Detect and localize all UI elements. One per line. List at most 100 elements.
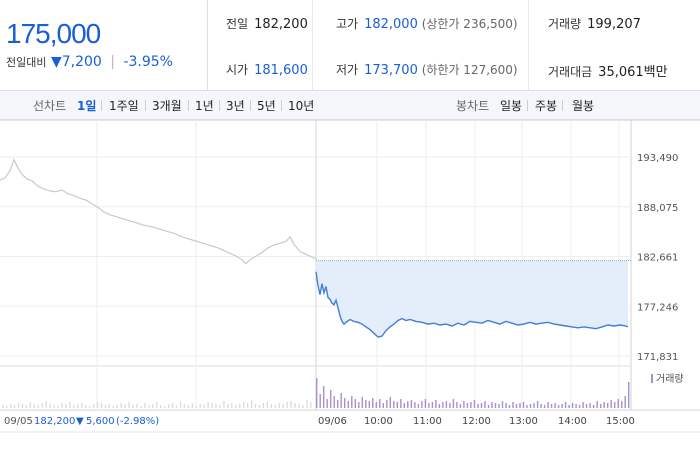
volume-bar <box>164 406 166 408</box>
volume-bar <box>596 401 598 408</box>
volume-bar <box>29 402 32 408</box>
price-change: 전일대비 ▼7,200 | -3.95% <box>6 54 173 70</box>
volume-bar <box>333 396 335 408</box>
volume-bar <box>529 404 532 408</box>
volume-bar <box>505 403 507 408</box>
volume-bar <box>340 393 342 408</box>
upper-limit: (상한가 236,500) <box>421 17 518 31</box>
volume-bar <box>389 397 391 408</box>
period-tab-3y[interactable]: 3년 <box>226 99 245 113</box>
volume-bar <box>140 406 142 408</box>
volume-bar <box>104 405 107 408</box>
volume-bar <box>354 399 356 408</box>
stat-prev-close: 전일 182,200 <box>226 15 308 32</box>
volume-bar <box>21 404 24 408</box>
candle-tab-daily[interactable]: 일봉 <box>500 99 523 113</box>
volume-bar <box>156 402 158 408</box>
volume-bar <box>603 402 605 408</box>
period-tab-1d[interactable]: 1일 <box>77 99 97 113</box>
volume-bar <box>365 400 367 408</box>
volume-bar <box>421 401 423 408</box>
prev-date: 09/05 <box>4 416 33 427</box>
y-tick-label: 177,246 <box>637 302 678 313</box>
candle-tab-weekly[interactable]: 주봉 <box>535 99 558 113</box>
volume-bar <box>41 403 43 408</box>
volume-bar <box>438 404 441 408</box>
volume-bar <box>519 403 521 408</box>
period-tab-10y[interactable]: 10년 <box>288 99 315 113</box>
volume-bar <box>239 404 241 408</box>
volume-bar <box>624 396 626 408</box>
volume-bar <box>610 400 612 408</box>
previous-day-line <box>0 158 317 265</box>
current-price: 175,000 <box>6 18 101 49</box>
volume-bar <box>547 402 549 408</box>
volume-bar <box>617 399 619 408</box>
tab-separator <box>562 100 563 111</box>
period-tab-1y[interactable]: 1년 <box>195 99 214 113</box>
volume-bar <box>607 403 609 408</box>
volume-bar <box>120 403 122 408</box>
line-chart-label: 선차트 <box>33 99 67 113</box>
volume-bar <box>442 402 444 408</box>
volume-bar <box>459 404 462 408</box>
volume-bar <box>414 402 416 408</box>
volume-bar <box>470 402 472 408</box>
prev-close: 182,200 <box>34 416 75 427</box>
volume-bar <box>191 403 193 408</box>
volume-bar <box>179 402 182 408</box>
volume-bar <box>571 403 574 408</box>
open-label: 시가 <box>226 63 249 77</box>
tab-separator <box>145 100 146 111</box>
volume-bar <box>386 400 388 408</box>
volume-bar <box>77 404 79 408</box>
period-tab-5y[interactable]: 5년 <box>257 99 276 113</box>
volume-bar <box>550 404 553 408</box>
volume-bar <box>136 404 138 408</box>
volume-bar <box>435 400 437 408</box>
amount-value: 35,061 <box>598 65 644 80</box>
volume-bar <box>124 404 126 408</box>
period-tab-1w[interactable]: 1주일 <box>109 99 139 113</box>
volume-bar <box>282 404 284 408</box>
volume-bar <box>498 404 500 408</box>
volume-bar <box>403 403 405 408</box>
volume-bar <box>452 399 455 408</box>
volume-bar <box>53 405 55 408</box>
volume-bar <box>375 402 377 408</box>
volume-bar <box>270 404 272 408</box>
volume-bar <box>484 401 486 408</box>
volume-bar <box>477 404 479 408</box>
volume-bar <box>306 400 308 408</box>
volume-bar <box>410 400 413 408</box>
volume-bar <box>235 405 237 408</box>
prev-close-label: 전일 <box>226 17 249 31</box>
candle-tab-monthly[interactable]: 월봉 <box>572 99 595 113</box>
volume-bar <box>494 403 497 408</box>
volume-bar <box>487 405 490 408</box>
volume-bar <box>501 401 504 408</box>
volume-bar <box>85 405 87 408</box>
volume-bar <box>480 403 483 408</box>
volume-bar <box>290 401 292 408</box>
stats-panel: 전일 182,200 고가 182,000 (상한가 236,500) 거래량 199… <box>208 0 700 90</box>
volume-bar <box>73 405 75 408</box>
volume-bar <box>396 402 398 408</box>
volume-bar <box>428 403 430 408</box>
period-tab-3m[interactable]: 3개월 <box>152 99 182 113</box>
candle-chart-label: 봉차트 <box>456 99 490 113</box>
open-value: 181,600 <box>254 63 308 78</box>
volume-bar <box>49 404 51 408</box>
volume-bar <box>316 378 318 408</box>
volume-bar <box>543 405 546 408</box>
volume-bar <box>203 405 205 408</box>
volume-bar <box>578 405 581 408</box>
volume-bar <box>621 401 623 408</box>
today-area-fill <box>316 260 628 337</box>
volume-bar <box>456 402 458 408</box>
volume-value: 199,207 <box>587 17 641 32</box>
volume-bar <box>254 404 257 408</box>
volume-bar <box>25 405 28 408</box>
volume-bar <box>512 402 514 408</box>
volume-bar <box>351 396 353 408</box>
